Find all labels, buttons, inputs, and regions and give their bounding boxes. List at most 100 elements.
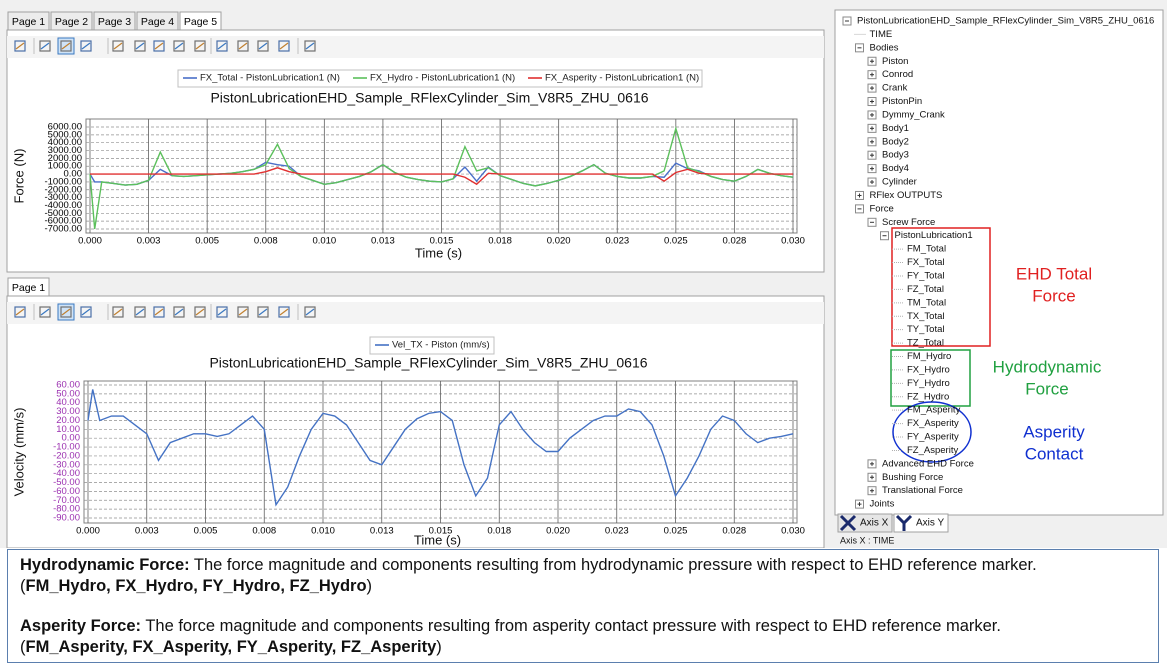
tool-icon[interactable] [257,306,269,318]
tool-icon[interactable] [80,40,92,52]
tree-item[interactable]: RFlex OUTPUTS [870,190,943,201]
legend-label: Vel_TX - Piston (mm/s) [392,340,490,351]
tree-item[interactable]: Force [870,203,894,214]
term: Asperity Force: [20,617,142,635]
tool-icon[interactable] [80,306,92,318]
tool-icon[interactable] [153,40,165,52]
annotation: Force [1032,286,1075,305]
tree-item[interactable]: FZ_Asperity [907,445,958,456]
x-tick-label: 0.015 [429,526,453,537]
tool-icon[interactable] [60,40,72,52]
annotation: Hydrodynamic [993,357,1102,376]
x-tick-label: 0.005 [195,236,219,247]
x-tick-label: 0.018 [488,236,512,247]
tree-item[interactable]: Body3 [882,150,909,161]
tree-item[interactable]: TY_Total [907,324,945,335]
tree-item[interactable]: Joints [870,499,895,510]
tree-item[interactable]: FX_Total [907,257,945,268]
tree-item[interactable]: PistonLubrication1 [895,230,973,241]
y-axis-label: Velocity (mm/s) [11,408,26,497]
description-paragraph: Hydrodynamic Force: The force magnitude … [20,555,1050,597]
tree-item[interactable]: FZ_Hydro [907,391,949,402]
tree-item[interactable]: FM_Hydro [907,351,951,362]
tool-icon[interactable] [278,40,290,52]
tree-item[interactable]: Bushing Force [882,472,943,483]
tool-icon[interactable] [194,40,206,52]
tree-item[interactable]: Advanced EHD Force [882,458,974,469]
tree-item[interactable]: PistonPin [882,96,922,107]
axis-tab-label[interactable]: Axis X [860,518,889,529]
tab[interactable] [136,11,179,31]
tree-item[interactable]: FM_Total [907,244,946,255]
tab-label[interactable]: Page 1 [12,16,45,28]
tool-icon[interactable] [14,40,26,52]
tree-item[interactable]: Body2 [882,136,909,147]
tree-item[interactable]: Conrod [882,69,913,80]
tab-label[interactable]: Page 4 [141,16,174,28]
tool-icon[interactable] [237,40,249,52]
axis-y-icon [895,514,913,531]
x-tick-label: 0.008 [254,236,278,247]
tool-icon[interactable] [237,306,249,318]
tool-icon[interactable] [112,306,124,318]
text: The force magnitude and components resul… [20,556,1037,595]
axis-tab-label[interactable]: Axis Y [916,518,944,529]
tool-icon[interactable] [173,306,185,318]
tool-icon[interactable] [14,306,26,318]
tab[interactable] [50,11,93,31]
y-tick-label: -10.00 [53,442,80,453]
y-tick-label: 1000.00 [48,161,82,172]
series-line [87,389,794,507]
tool-icon[interactable] [278,306,290,318]
tool-icon[interactable] [134,40,146,52]
tree-item[interactable]: Screw Force [882,217,935,228]
y-tick-label: -2000.00 [44,184,82,195]
tool-icon[interactable] [60,306,72,318]
tree-item[interactable]: Piston [882,56,908,67]
tree-item[interactable]: FX_Hydro [907,364,950,375]
x-tick-label: 0.023 [605,236,629,247]
tree-item[interactable]: Cylinder [882,177,917,188]
tree-item[interactable]: Body1 [882,123,909,134]
tool-icon[interactable] [194,306,206,318]
tool-icon[interactable] [134,306,146,318]
tab-label[interactable]: Page 3 [98,16,131,28]
tool-icon[interactable] [257,40,269,52]
tree-item[interactable]: Translational Force [882,485,963,496]
tree-item[interactable]: FX_Asperity [907,418,959,429]
tree-item[interactable]: TM_Total [907,297,946,308]
tree-item[interactable]: TZ_Total [907,338,944,349]
tree-item[interactable]: PistonLubricationEHD_Sample_RFlexCylinde… [857,16,1154,27]
tree-item[interactable]: Bodies [870,42,899,53]
tree-item[interactable]: Body4 [882,163,909,174]
tree-item[interactable]: FY_Hydro [907,378,950,389]
tool-icon[interactable] [173,40,185,52]
tree-item[interactable]: TX_Total [907,311,945,322]
tool-icon[interactable] [153,306,165,318]
tab[interactable] [7,277,50,297]
tree-item[interactable]: FY_Asperity [907,432,959,443]
tool-icon[interactable] [39,40,51,52]
tree-item[interactable]: Dymmy_Crank [882,109,945,120]
tab-label[interactable]: Page 1 [12,282,45,294]
tool-icon[interactable] [112,40,124,52]
tab[interactable] [179,11,222,31]
tool-icon[interactable] [39,306,51,318]
tool-glyph [61,42,71,50]
tree-item[interactable]: Crank [882,83,908,94]
tab[interactable] [93,11,136,31]
tab-label[interactable]: Page 5 [184,16,217,28]
tab[interactable] [7,11,50,31]
x-tick-label: 0.018 [487,526,511,537]
tree-item[interactable]: FZ_Total [907,284,944,295]
tool-icon[interactable] [304,306,316,318]
legend-label: FX_Hydro - PistonLubrication1 (N) [370,73,515,84]
tree-item[interactable]: FM_Asperity [907,405,961,416]
tree-item[interactable]: FY_Total [907,270,945,281]
tool-icon[interactable] [216,306,228,318]
tool-icon[interactable] [304,40,316,52]
tab-label[interactable]: Page 2 [55,16,88,28]
tool-icon[interactable] [216,40,228,52]
tree-item[interactable]: TIME [870,29,893,40]
tool-glyph [195,308,205,316]
